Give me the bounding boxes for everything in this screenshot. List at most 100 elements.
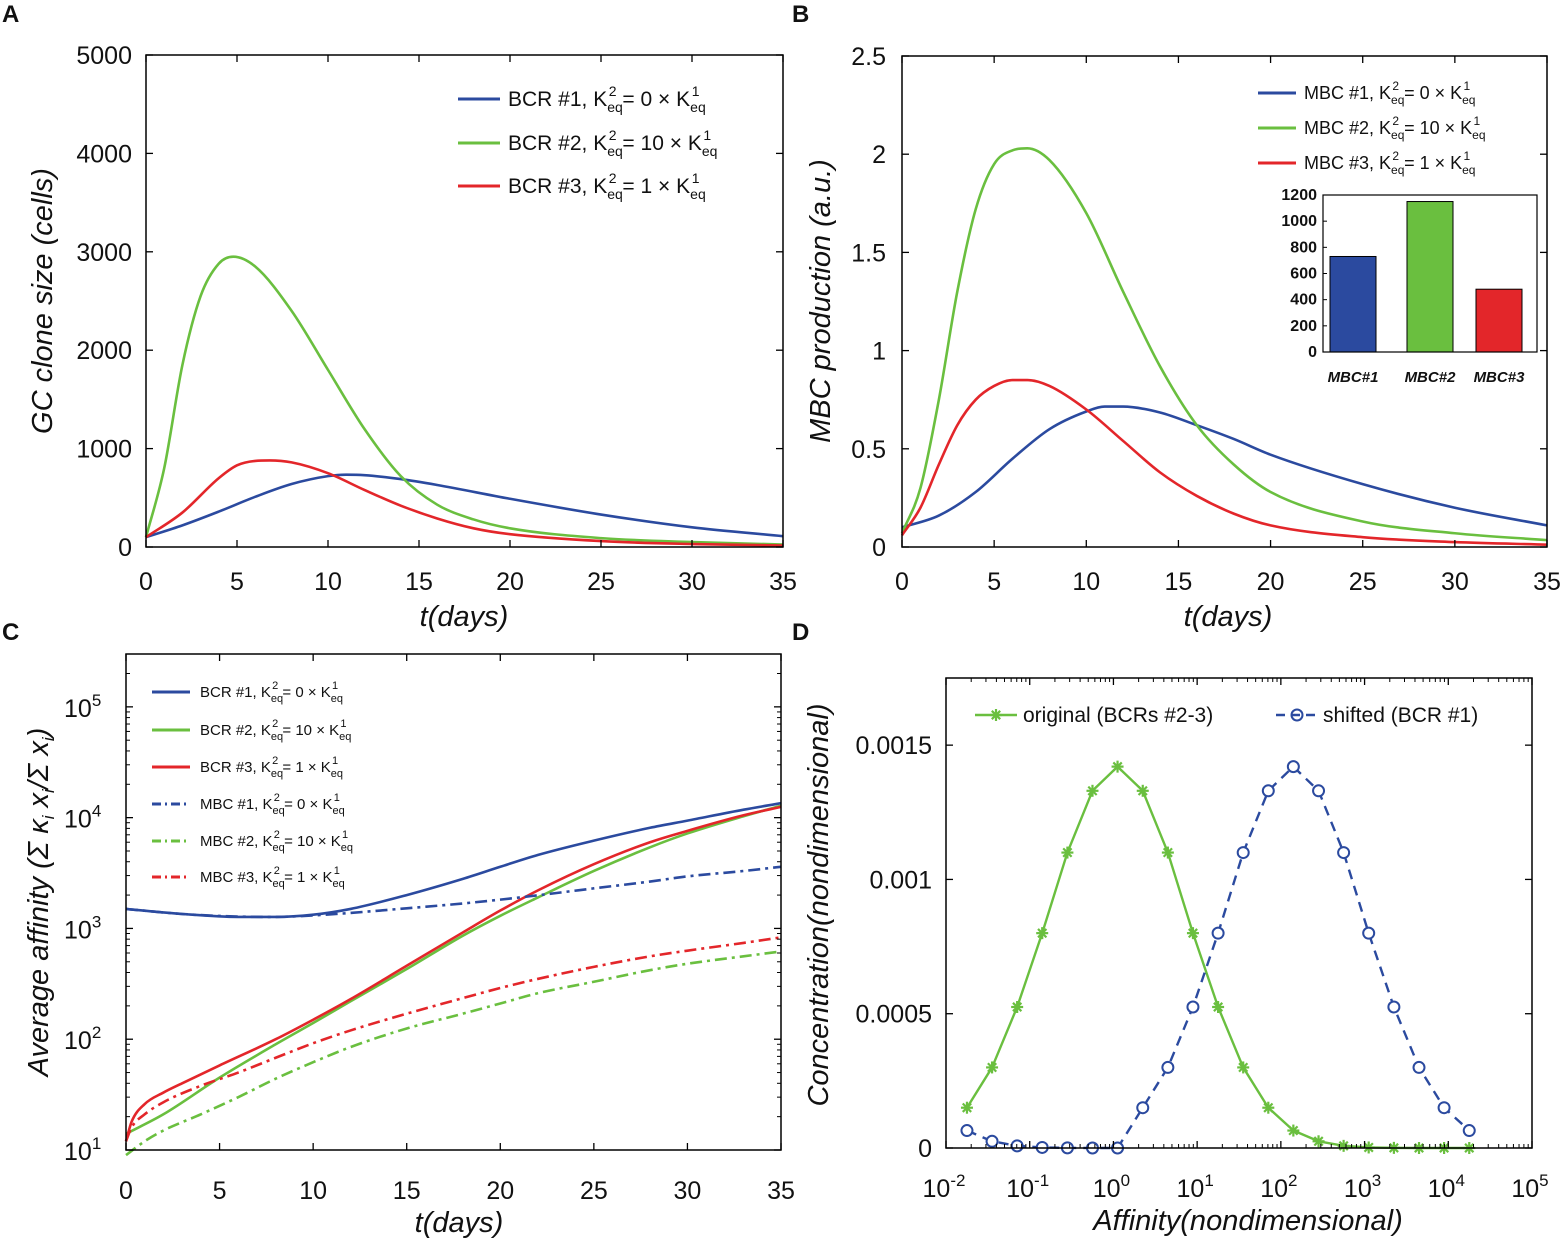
d-series-1-point	[1287, 1124, 1300, 1137]
c-series-1-line	[125, 801, 782, 919]
panel-c-legend-label-3: BCR #3, Keq2 = 1 × Keq1	[200, 755, 343, 780]
panel-c-legend-label-2: BCR #2, Keq2 = 10 × Keq1	[200, 718, 351, 743]
b-series-2-line	[900, 147, 1548, 542]
panel-a-xtick-label: 0	[139, 568, 153, 596]
panel-a-xtick-label: 25	[587, 568, 615, 596]
panel-d-ytick-label: 0.0005	[856, 1001, 932, 1029]
panel-b-ylabel: MBC production (a.u.)	[805, 159, 837, 443]
panel-b-xtick-label: 20	[1257, 568, 1285, 596]
panel-a-ytick-label: 0	[118, 534, 132, 562]
d-series-1-point	[1086, 784, 1099, 797]
panel-a-xtick-label: 15	[405, 568, 433, 596]
panel-d-legend-label-2: shifted (BCR #1)	[1323, 704, 1478, 727]
panel-c-xlabel: t(days)	[415, 1207, 504, 1239]
panel-c-ytick-label: 103	[64, 912, 101, 944]
panel-c-legend-label-4: MBC #1, Keq2 = 0 × Keq1	[200, 792, 345, 817]
panel-a-xtick-label: 10	[314, 568, 342, 596]
panel-b-ytick-label: 0	[872, 534, 886, 562]
panel-a-ytick-label: 5000	[76, 42, 132, 70]
panel-a-xtick-label: 5	[230, 568, 244, 596]
panel-b-chart: 0 5 10 15 20 25 30 35 0 0.5 1 1.5 2 2.5 t(days) MBC p…	[805, 43, 1561, 633]
c-series-4-line	[125, 865, 782, 919]
panel-a-xtick-label: 20	[496, 568, 524, 596]
panel-d-chart: 10-2 10-1 100 101 102 103 104 105 0 0.0005 0.001 0.…	[803, 677, 1549, 1237]
panel-b-inset-ytick-label: 600	[1290, 266, 1317, 283]
panel-d-xlabel: Affinity(nondimensional)	[1091, 1205, 1402, 1237]
panel-a-ytick-label: 3000	[76, 239, 132, 267]
d-series-2-point	[1286, 760, 1300, 774]
panel-d-ytick-label: 0.0015	[856, 732, 932, 760]
panel-a-legend: BCR #1, Keq2 = 0 × Keq1 BCR #2, Keq2 = 1…	[458, 83, 717, 202]
d-series-1-point	[1312, 1135, 1325, 1148]
d-series-1-point	[1186, 927, 1199, 940]
d-series-2-point	[985, 1134, 999, 1148]
panel-b-ytick-label: 1	[872, 338, 886, 366]
b-series-1-line	[901, 405, 1548, 529]
panel-b-xtick-label: 15	[1165, 568, 1193, 596]
d-series-2-point	[1437, 1101, 1451, 1115]
panel-b-legend-label-3: MBC #3, Keq2 = 1 × Keq1	[1304, 149, 1475, 177]
panel-b-inset-bar-chart: MBC#1 MBC#2 MBC#3 0 200 400 600 800 1000 1200	[1281, 187, 1538, 386]
panel-c-ytick-label: 104	[64, 802, 101, 834]
panel-b-xlabel: t(days)	[1184, 601, 1273, 633]
d-series-1-point	[1011, 1001, 1024, 1013]
panel-d-ytick-label: 0.001	[869, 866, 932, 894]
panel-b-ytick-label: 1.5	[851, 239, 886, 267]
panel-a-chart: 0 5 10 15 20 25 30 35 0 1000 2000 3000 4000 5000 t(da…	[27, 42, 797, 633]
panel-a-ytick-label: 1000	[76, 436, 132, 464]
panel-c-ytick-label: 101	[64, 1134, 101, 1166]
panel-a-xtick-label: 35	[769, 568, 797, 596]
panel-b-xtick-label: 5	[987, 568, 1001, 596]
d-series-2-point	[1136, 1101, 1150, 1115]
panel-a-plot-frame	[145, 54, 784, 548]
panel-a-xtick-label: 30	[678, 568, 706, 596]
d-series-1-point	[1262, 1101, 1275, 1114]
d-series-2-point	[1211, 926, 1225, 940]
d-series-1-point	[1136, 784, 1149, 797]
d-series-1-point	[986, 1061, 999, 1074]
d-series-2-point	[1387, 1000, 1401, 1014]
c-series-6-line	[124, 936, 782, 1142]
c-series-2-line	[125, 804, 782, 1135]
panel-b-inset-bar	[1406, 201, 1454, 353]
d-series-2-point	[1312, 784, 1326, 798]
panel-d-xtick-label: 104	[1428, 1171, 1465, 1203]
panel-b-xtick-label: 30	[1441, 568, 1469, 596]
d-series-2-point	[1261, 784, 1275, 798]
panel-c-ytick-label: 105	[64, 691, 101, 723]
panel-b-xtick-label: 0	[895, 568, 909, 596]
b-series-3-line	[900, 378, 1548, 546]
panel-b-legend: MBC #1, Keq2 = 0 × Keq1 MBC #2, Keq2 = 1…	[1258, 79, 1486, 177]
a-series-3-line	[145, 459, 784, 547]
a-series-2-line	[144, 255, 784, 546]
d-series-1-point	[1237, 1061, 1250, 1074]
panel-c-xtick-label: 25	[580, 1177, 608, 1205]
d-series-2-point	[1161, 1060, 1175, 1074]
d-series-2-point	[1236, 846, 1250, 860]
panel-b-inset-ytick-label: 1000	[1281, 213, 1317, 230]
panel-c-xtick-label: 5	[213, 1177, 227, 1205]
panel-b-legend-label-1: MBC #1, Keq2 = 0 × Keq1	[1304, 79, 1475, 107]
panel-d-legend-marker-1	[990, 709, 1002, 721]
panel-d-xtick-label: 105	[1511, 1171, 1548, 1203]
panel-b-plot-frame	[901, 55, 1548, 548]
panel-b-inset-ytick-label: 0	[1308, 344, 1317, 361]
panel-c-xtick-label: 20	[486, 1177, 514, 1205]
panel-c-ylabel: Average affinity (Σ κi xi/Σ xi)	[23, 728, 58, 1079]
panel-d-ytick-label: 0	[918, 1135, 932, 1163]
panel-b-inset-ytick-label: 1200	[1281, 187, 1317, 204]
panel-d-legend-label-1: original (BCRs #2-3)	[1023, 704, 1213, 727]
panel-b-xtick-label: 10	[1072, 568, 1100, 596]
d-series-1-point	[1061, 846, 1074, 859]
panel-c-legend-label-5: MBC #2, Keq2 = 10 × Keq1	[200, 829, 353, 854]
panel-b-inset-ytick-label: 200	[1290, 318, 1317, 335]
d-series-2-point	[1186, 1000, 1200, 1014]
d-series-1-point	[1212, 1001, 1225, 1013]
panel-b-ytick-label: 2	[872, 141, 886, 169]
d-series-1-line	[965, 765, 1470, 1150]
a-series-1-line	[145, 473, 784, 539]
panel-b-inset-bar	[1475, 288, 1523, 353]
panel-b-legend-label-2: MBC #2, Keq2 = 10 × Keq1	[1304, 114, 1486, 142]
panel-c-chart: 0 5 10 15 20 25 30 35 101 102 103 104 105 t(days) Av…	[23, 653, 795, 1239]
